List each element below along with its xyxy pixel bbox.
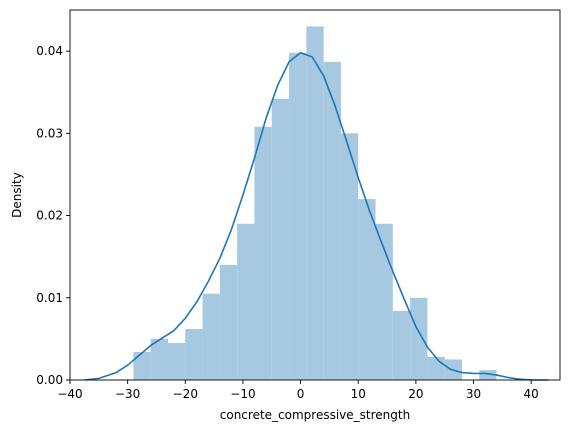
y-tick-label: 0.02 (36, 209, 63, 223)
histogram-bar (358, 199, 376, 380)
histogram-bar (410, 297, 428, 380)
histogram-bars (133, 26, 497, 381)
histogram-bar (375, 223, 393, 380)
histogram-bar (271, 98, 290, 381)
histogram-bar (392, 310, 411, 380)
histogram-bar (185, 329, 203, 380)
histogram-bar (254, 126, 272, 380)
y-tick-label: 0.04 (36, 44, 63, 58)
x-tick-label: 0 (297, 387, 305, 401)
y-tick-label: 0.00 (36, 373, 63, 387)
x-tick-label: −30 (115, 387, 140, 401)
histogram-bar (289, 52, 307, 380)
y-tick-label: 0.03 (36, 126, 63, 140)
plot-frame (69, 9, 561, 381)
histogram-bar (202, 293, 220, 380)
x-tick-label: 30 (466, 387, 481, 401)
histogram-bar (479, 370, 497, 380)
y-tick-label: 0.01 (36, 291, 63, 305)
histogram-bar (150, 338, 168, 380)
histogram-bar (427, 356, 445, 380)
kde-curve (84, 51, 549, 381)
x-tick-label: 40 (524, 387, 539, 401)
histogram-bar (219, 264, 238, 380)
histogram-bar (323, 61, 341, 381)
x-tick-label: 20 (408, 387, 423, 401)
histogram-bar (133, 352, 151, 380)
y-axis-ticks: 0.00 0.01 0.02 0.03 0.04 (36, 44, 70, 387)
x-tick-label: 10 (351, 387, 366, 401)
x-axis-label: concrete_compressive_strength (220, 408, 410, 422)
x-tick-label: −40 (57, 387, 82, 401)
histogram-bar (306, 26, 324, 380)
histogram-bar (168, 343, 186, 380)
y-axis-label: Density (10, 172, 24, 218)
histogram-bar (237, 223, 255, 380)
x-tick-label: −10 (230, 387, 255, 401)
histogram-bar (340, 133, 359, 380)
x-axis-ticks: −40 −30 −20 −10 0 10 20 30 40 (57, 380, 539, 401)
x-tick-label: −20 (173, 387, 198, 401)
